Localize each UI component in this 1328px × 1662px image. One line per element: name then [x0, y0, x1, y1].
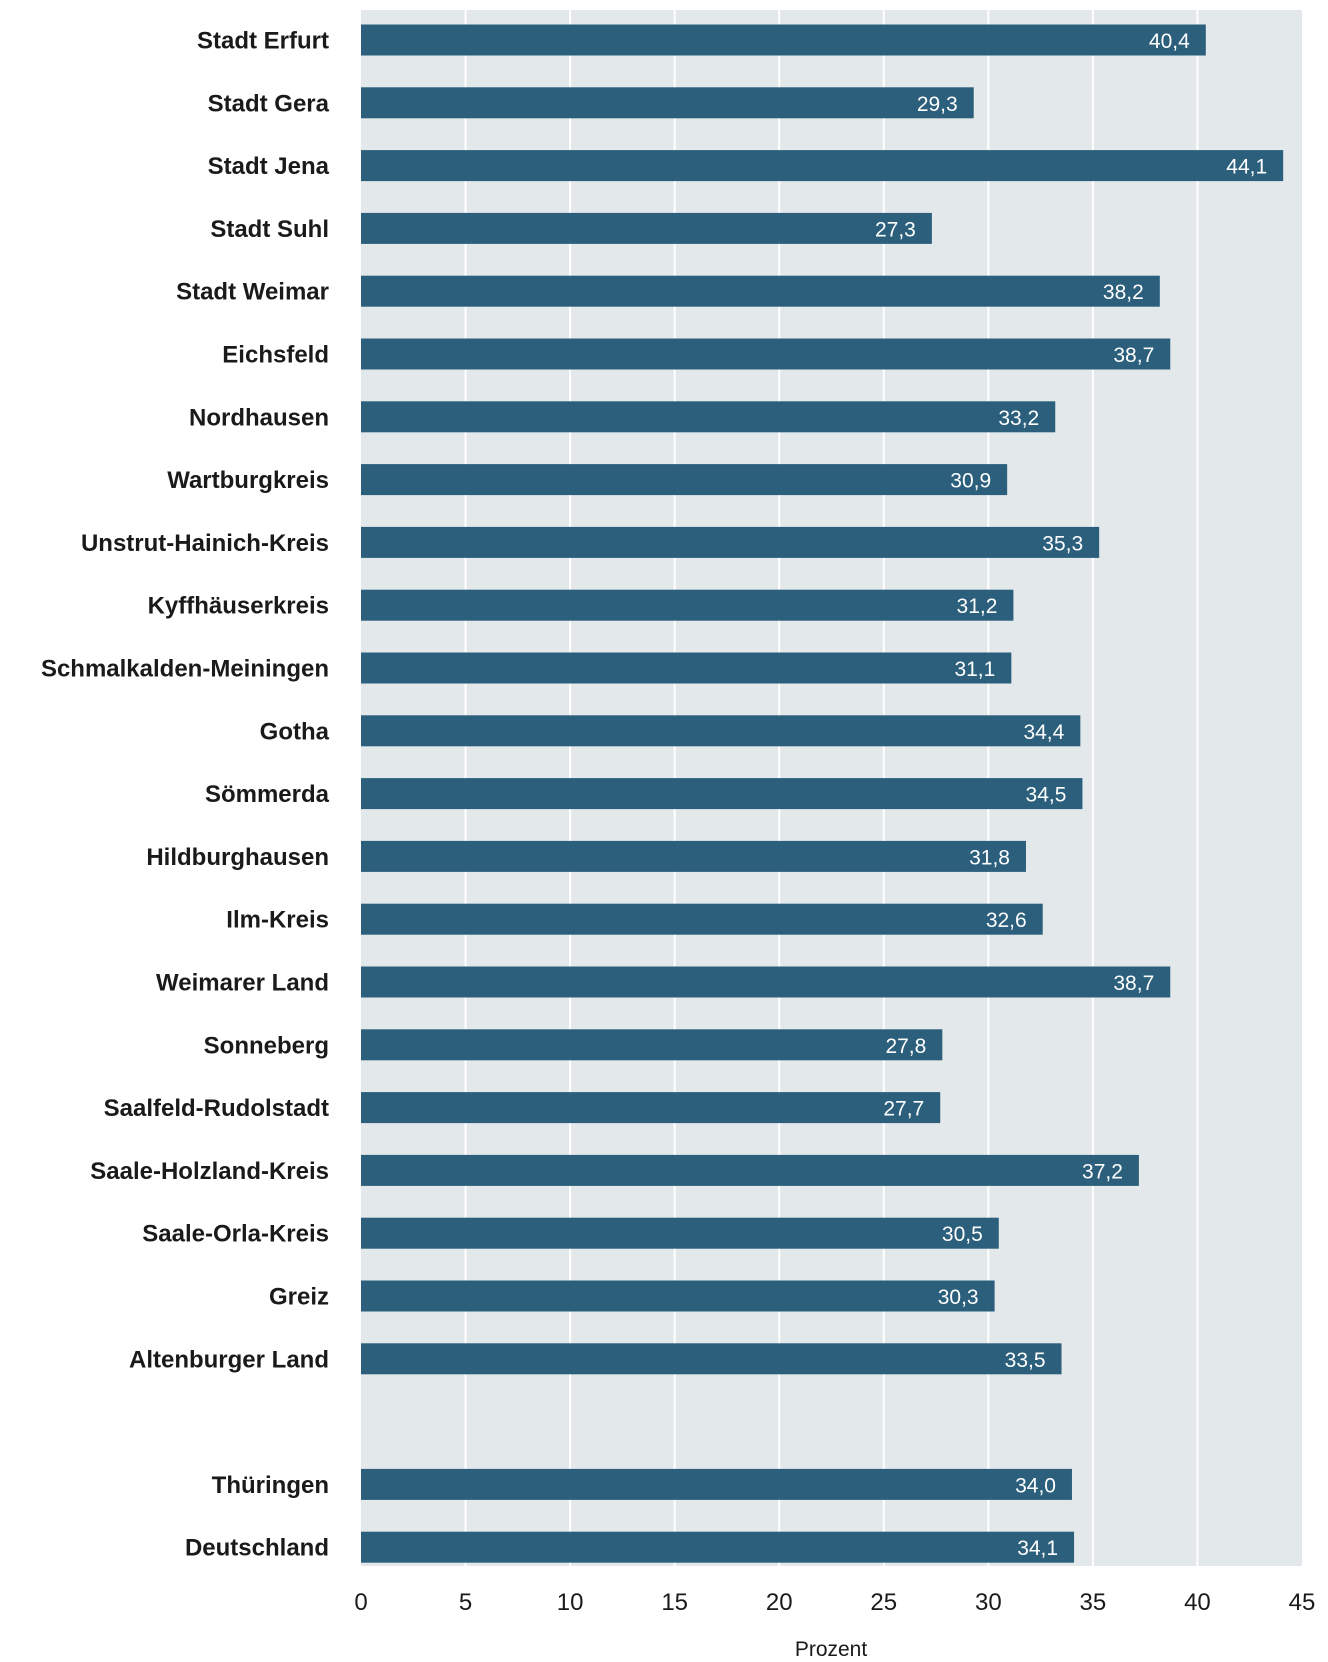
value-label: 34,1 [1017, 1537, 1058, 1560]
category-label: Sonneberg [204, 1032, 329, 1059]
value-label: 31,2 [957, 595, 998, 618]
category-label: Stadt Weimar [176, 279, 329, 306]
category-label: Weimarer Land [156, 970, 329, 997]
category-label: Greiz [269, 1284, 329, 1311]
bar [361, 1531, 1075, 1563]
value-label: 30,5 [942, 1223, 983, 1246]
bar [361, 1029, 943, 1061]
value-label: 31,8 [969, 846, 1010, 869]
x-axis-ticks: 0 5 10 15 20 25 30 35 40 45 [354, 1589, 1315, 1616]
value-label: 34,5 [1026, 784, 1067, 807]
category-label: Saale-Orla-Kreis [142, 1221, 329, 1248]
value-label: 27,3 [875, 218, 916, 241]
x-tick-label: 15 [661, 1589, 688, 1616]
bar [361, 1280, 995, 1312]
category-label: Deutschland [185, 1535, 329, 1562]
value-label: 30,9 [950, 470, 991, 493]
bar [361, 87, 974, 119]
bar [361, 903, 1043, 935]
value-label: 35,3 [1042, 532, 1083, 555]
bar [361, 652, 1012, 684]
value-label: 40,4 [1149, 30, 1190, 53]
category-label: Saale-Holzland-Kreis [90, 1158, 329, 1185]
value-label: 31,1 [954, 658, 995, 681]
category-labels: Stadt Erfurt Stadt Gera Stadt Jena Stadt Su… [41, 28, 330, 1562]
category-label: Nordhausen [189, 404, 329, 431]
bar [361, 778, 1083, 810]
category-label: Saalfeld-Rudolstadt [104, 1095, 329, 1122]
category-label: Ilm-Kreis [226, 907, 329, 934]
value-label: 38,7 [1113, 972, 1154, 995]
bar [361, 150, 1284, 182]
category-label: Eichsfeld [222, 342, 329, 369]
value-label: 44,1 [1226, 156, 1267, 179]
value-label: 29,3 [917, 93, 958, 116]
x-tick-label: 45 [1289, 1589, 1316, 1616]
category-label: Sömmerda [205, 781, 330, 808]
bar [361, 1468, 1072, 1500]
value-label: 37,2 [1082, 1160, 1123, 1183]
bar [361, 212, 932, 244]
bar [361, 275, 1160, 307]
category-label: Hildburghausen [146, 844, 329, 871]
value-labels: 40,4 29,3 44,1 27,3 38,2 38,7 33,2 30,9 35,3 31,2… [875, 30, 1267, 1560]
bar [361, 840, 1026, 872]
value-label: 27,8 [885, 1035, 926, 1058]
value-label: 33,5 [1005, 1349, 1046, 1372]
x-tick-label: 25 [870, 1589, 897, 1616]
x-tick-label: 10 [557, 1589, 584, 1616]
category-label: Unstrut-Hainich-Kreis [81, 530, 329, 557]
category-label: Stadt Suhl [210, 216, 329, 243]
bar [361, 1343, 1062, 1375]
bar [361, 589, 1014, 621]
category-label: Stadt Jena [208, 153, 330, 180]
x-tick-label: 20 [766, 1589, 793, 1616]
bar [361, 464, 1008, 496]
bar [361, 24, 1206, 56]
value-label: 38,7 [1113, 344, 1154, 367]
bar [361, 526, 1100, 558]
x-axis-title: Prozent [795, 1638, 868, 1661]
category-label: Schmalkalden-Meiningen [41, 656, 329, 683]
bar [361, 1092, 941, 1124]
bar [361, 338, 1171, 370]
x-tick-label: 35 [1080, 1589, 1107, 1616]
x-tick-label: 40 [1184, 1589, 1211, 1616]
value-label: 27,7 [883, 1098, 924, 1121]
value-label: 33,2 [998, 407, 1039, 430]
category-label: Kyffhäuserkreis [148, 593, 329, 620]
value-label: 32,6 [986, 909, 1027, 932]
value-label: 34,0 [1015, 1474, 1056, 1497]
bar [361, 715, 1081, 747]
value-label: 30,3 [938, 1286, 979, 1309]
bar [361, 966, 1171, 998]
x-tick-label: 30 [975, 1589, 1002, 1616]
x-tick-label: 5 [459, 1589, 472, 1616]
category-label: Wartburgkreis [167, 467, 329, 494]
category-label: Altenburger Land [129, 1346, 329, 1373]
category-label: Thüringen [212, 1472, 329, 1499]
bars [361, 24, 1284, 1563]
category-label: Stadt Gera [208, 90, 330, 117]
value-label: 34,4 [1023, 721, 1064, 744]
bar [361, 1154, 1139, 1186]
category-label: Gotha [260, 718, 330, 745]
bar [361, 401, 1056, 433]
bar [361, 1217, 999, 1249]
category-label: Stadt Erfurt [197, 28, 329, 55]
x-tick-label: 0 [354, 1589, 367, 1616]
value-label: 38,2 [1103, 281, 1144, 304]
